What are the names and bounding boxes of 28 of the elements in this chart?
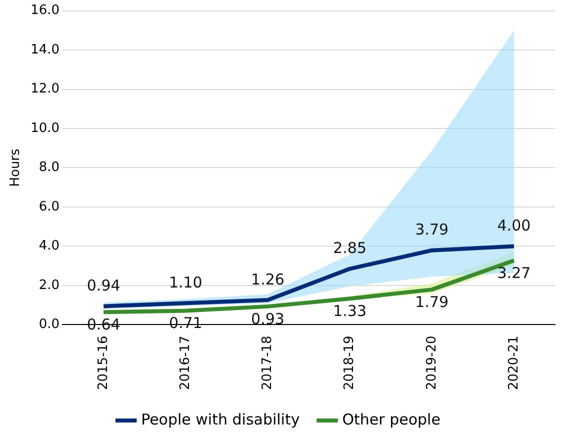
data-label: 3.79	[415, 220, 449, 239]
data-label: 2.85	[333, 239, 367, 258]
x-tick-label: 2019-20	[424, 336, 440, 390]
x-tick-label: 2016-17	[178, 336, 194, 390]
y-tick-label: 12.0	[30, 82, 60, 97]
y-tick-label: 8.0	[38, 160, 60, 176]
y-tick-label: 2.0	[38, 278, 60, 293]
y-tick-label: 0.0	[38, 317, 60, 332]
legend-label: Other people	[342, 410, 440, 428]
y-tick-label: 6.0	[38, 199, 60, 214]
x-tick-label: 2017-18	[260, 336, 276, 390]
y-tick-label: 10.0	[30, 120, 60, 136]
x-tick-label: 2020-21	[506, 336, 522, 390]
data-label: 1.10	[168, 273, 202, 292]
data-label: 1.33	[333, 302, 367, 320]
y-tick-label: 4.0	[38, 238, 60, 254]
data-label: 4.00	[497, 216, 531, 235]
x-tick-label: 2018-19	[342, 336, 358, 390]
data-label: 1.79	[415, 292, 449, 311]
y-tick-label: 14.0	[30, 42, 60, 58]
y-tick-label: 16.0	[30, 3, 60, 18]
data-label: 3.27	[497, 264, 531, 282]
x-tick-label: 2015-16	[96, 336, 111, 390]
data-label: 1.26	[251, 270, 284, 288]
data-label: 0.94	[86, 276, 120, 295]
data-label: 0.93	[251, 310, 284, 328]
y-axis-title: Hours	[8, 148, 24, 187]
legend-label: People with disability	[141, 410, 300, 428]
